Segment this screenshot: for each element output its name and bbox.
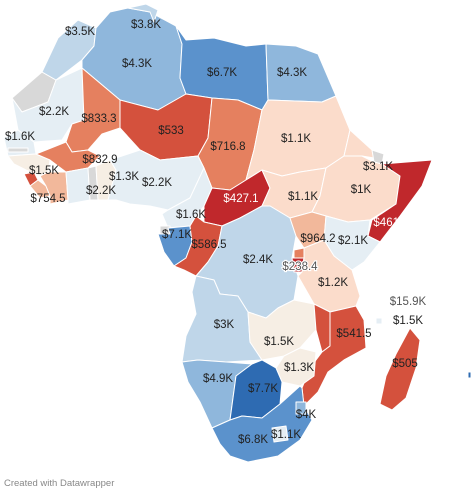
label-seychelles: $15.9K [390, 296, 427, 308]
label-zimbabwe: $1.3K [284, 362, 314, 374]
region-burkina-faso[interactable] [35, 141, 101, 173]
label-namibia: $4.9K [203, 373, 233, 385]
label-comoros: $1.5K [393, 315, 423, 327]
label-chad: $716.8 [210, 141, 245, 153]
label-ghana: $2.2K [86, 185, 116, 197]
label-burundi: $238.4 [282, 261, 318, 273]
label-benin: $1.3K [109, 171, 139, 183]
label-algeria: $4.3K [122, 58, 152, 70]
region-ivory-coast[interactable] [39, 171, 69, 205]
label-south-africa: $6.8K [238, 434, 268, 446]
region-tunisia[interactable] [127, 3, 159, 23]
region-rwanda[interactable] [293, 247, 305, 259]
region-eritrea[interactable] [335, 95, 375, 159]
label-tanzania: $1.2K [318, 277, 348, 289]
label-car: $427.1 [223, 193, 258, 205]
label-lesotho: $1.1K [271, 429, 301, 441]
label-liberia: $754.5 [30, 193, 65, 205]
label-angola: $3K [214, 319, 235, 331]
label-uganda: $964.2 [300, 233, 335, 245]
label-egypt: $4.3K [277, 67, 307, 79]
region-comoros[interactable] [375, 317, 383, 325]
label-zambia: $1.5K [264, 336, 294, 348]
region-madagascar[interactable] [379, 327, 421, 411]
label-mali: $833.3 [81, 113, 116, 125]
label-morocco: $3.5K [65, 26, 95, 38]
region-mozambique[interactable] [301, 305, 367, 407]
label-eritrea: $3.1K [363, 161, 393, 173]
label-libya: $6.7K [207, 67, 237, 79]
label-tunisia: $3.8K [131, 19, 161, 31]
label-mauritania: $2.2K [39, 106, 69, 118]
label-nigeria: $2.2K [142, 177, 172, 189]
label-madagascar: $505 [392, 358, 418, 370]
datawrapper-credit: Created with Datawrapper [4, 478, 115, 489]
label-ethiopia: $1K [351, 184, 372, 196]
label-kenya: $2.1K [338, 235, 368, 247]
region-angola[interactable] [181, 275, 263, 363]
label-burkina: $832.9 [82, 154, 117, 166]
label-cameroon: $1.6K [176, 209, 206, 221]
region-malawi[interactable] [313, 303, 331, 353]
label-south-sudan: $1.1K [288, 191, 318, 203]
label-eswatini: $4K [296, 409, 317, 421]
label-sudan: $1.1K [281, 133, 311, 145]
label-guinea: $1.5K [29, 165, 59, 177]
label-drc: $2.4K [243, 254, 273, 266]
label-congo: $586.5 [191, 239, 226, 251]
label-gabon: $7.1K [162, 229, 192, 241]
region-ghana[interactable] [65, 167, 91, 205]
label-senegal: $1.6K [5, 131, 35, 143]
label-somalia: $461.8 [373, 217, 408, 229]
label-botswana: $7.7K [248, 383, 278, 395]
region-lesotho[interactable] [271, 425, 289, 443]
africa-choropleth-map: $3.5K $3.8K $4.3K $6.7K $4.3K $2.2K $833… [3, 3, 472, 463]
region-seychelles[interactable] [467, 371, 472, 379]
region-gambia[interactable] [7, 147, 29, 153]
region-eswatini[interactable] [295, 401, 307, 415]
label-niger: $533 [158, 125, 184, 137]
label-malawi: $541.5 [336, 328, 371, 340]
